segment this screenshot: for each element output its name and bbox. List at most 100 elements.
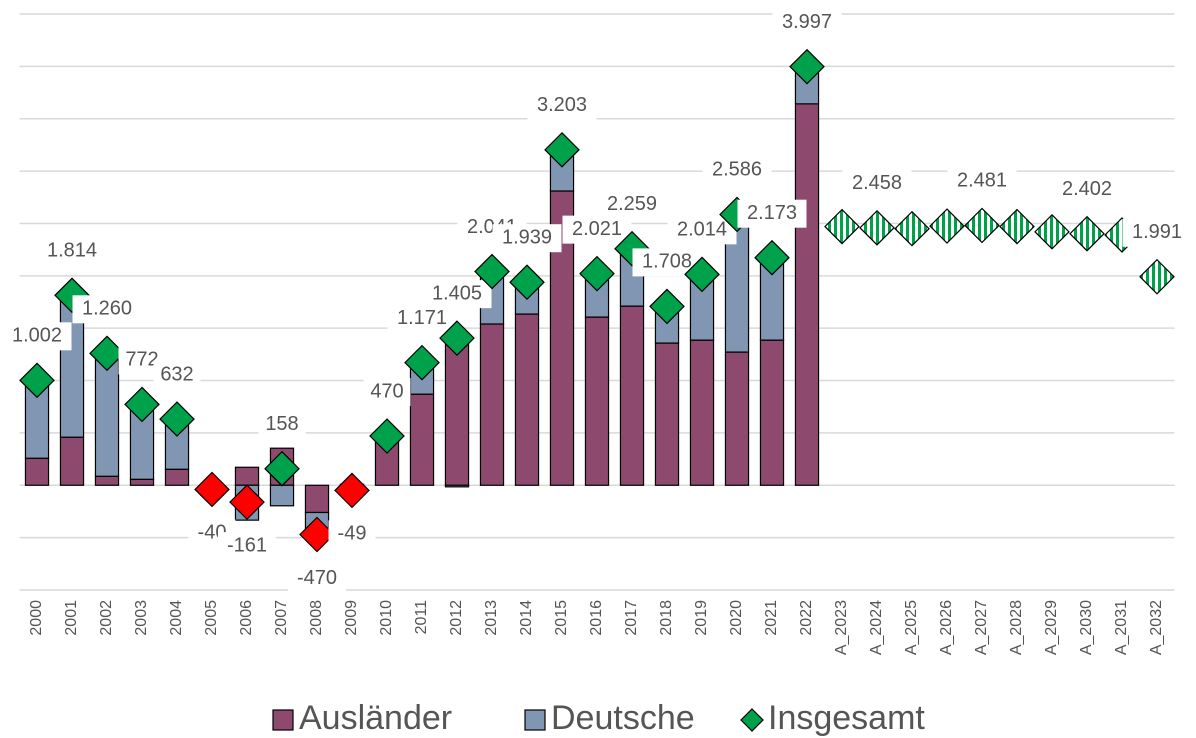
bar-segment	[304, 484, 330, 514]
total-marker	[614, 230, 650, 267]
total-marker	[1069, 215, 1105, 252]
total-marker	[649, 288, 685, 325]
label-bg	[1052, 175, 1122, 204]
label-bg	[37, 237, 107, 266]
data-label: 2.014	[677, 219, 727, 241]
bar-segment	[59, 436, 85, 486]
x-tick-label: A_2031	[1113, 600, 1130, 655]
data-label: 1.939	[502, 226, 552, 248]
data-label: 2.586	[712, 159, 762, 181]
x-tick-label: 2000	[28, 600, 45, 636]
label-bg	[772, 8, 842, 37]
data-label: 3.997	[782, 11, 832, 33]
total-marker	[264, 450, 300, 487]
x-tick-label: A_2025	[903, 600, 920, 655]
x-tick-label: A_2026	[938, 600, 955, 655]
total-marker	[999, 208, 1035, 245]
bar-segment	[409, 393, 435, 486]
x-tick-label: 2003	[133, 600, 150, 636]
label-bg	[328, 520, 376, 549]
data-label: 1.260	[82, 298, 132, 320]
bar-segment	[759, 339, 785, 486]
data-label: 1.814	[47, 240, 97, 262]
data-label: -470	[297, 567, 337, 589]
total-marker	[159, 401, 195, 437]
bar-segment	[94, 352, 120, 477]
label-bg	[562, 215, 632, 244]
x-tick-label: 2001	[63, 600, 80, 636]
label-bg	[288, 564, 346, 593]
data-label: 1.708	[642, 251, 692, 273]
total-marker	[299, 516, 335, 553]
label-bg	[947, 167, 1017, 196]
label-bg	[597, 190, 667, 219]
data-label: 1.405	[432, 282, 482, 304]
x-tick-label: 2012	[448, 600, 465, 636]
total-marker	[964, 207, 1000, 244]
label-bg	[737, 199, 807, 228]
total-marker	[229, 484, 265, 520]
legend-swatch	[740, 708, 764, 732]
x-tick-label: 2016	[588, 600, 605, 636]
data-label: -161	[227, 534, 267, 556]
legend-label: Ausländer	[299, 699, 452, 737]
bar-segment	[654, 342, 680, 486]
total-marker	[579, 255, 615, 292]
bar-segment	[269, 484, 295, 507]
label-bg	[218, 532, 276, 561]
total-marker	[474, 253, 510, 290]
x-tick-label: 2011	[413, 600, 430, 635]
label-bg	[153, 361, 201, 390]
data-label: 3.203	[537, 94, 587, 116]
total-marker	[89, 335, 125, 372]
legend-swatch	[524, 709, 546, 731]
label-bg	[842, 169, 912, 198]
total-marker	[684, 256, 720, 293]
legend-label: Insgesamt	[768, 699, 925, 737]
legend-swatch	[272, 709, 294, 731]
total-marker	[124, 386, 160, 423]
label-bg	[492, 224, 562, 253]
data-label: 2.458	[852, 172, 902, 194]
total-marker	[334, 472, 370, 509]
data-label: 1.991	[1132, 221, 1182, 243]
bar-segment	[94, 475, 120, 486]
total-marker	[369, 418, 405, 454]
x-tick-label: 2004	[168, 600, 185, 636]
data-label: 158	[265, 413, 298, 435]
x-tick-label: 2020	[728, 600, 745, 636]
bar-segment	[689, 339, 715, 486]
total-marker	[754, 239, 790, 276]
data-label: 1.002	[12, 325, 62, 347]
label-bg	[1122, 218, 1192, 247]
x-tick-label: 2017	[623, 600, 640, 636]
data-label: 2.481	[957, 170, 1007, 192]
label-bg	[387, 304, 457, 333]
x-tick-label: A_2023	[833, 600, 850, 655]
x-tick-label: 2015	[553, 600, 570, 636]
x-tick-label: 2007	[273, 600, 290, 636]
label-bg	[363, 378, 411, 407]
total-marker	[19, 362, 55, 399]
total-marker	[929, 208, 965, 244]
total-marker	[1034, 213, 1070, 250]
legend-label: Deutsche	[551, 699, 695, 737]
data-label: 2.402	[1062, 178, 1112, 200]
bar-segment	[129, 478, 155, 486]
data-label: 470	[370, 380, 403, 402]
data-label: 2.259	[607, 193, 657, 215]
x-tick-label: 2014	[518, 600, 535, 636]
bar-segment	[619, 305, 645, 486]
total-marker	[404, 344, 440, 381]
total-marker	[824, 208, 860, 245]
x-tick-label: 2022	[798, 600, 815, 636]
data-label: 2.173	[747, 202, 797, 224]
x-tick-label: A_2028	[1008, 600, 1025, 655]
bar-segment	[164, 468, 190, 486]
bar-segment	[479, 323, 505, 486]
data-label: 1.171	[397, 307, 447, 329]
x-tick-label: 2006	[238, 600, 255, 636]
total-marker	[194, 471, 230, 508]
label-bg	[422, 280, 492, 309]
